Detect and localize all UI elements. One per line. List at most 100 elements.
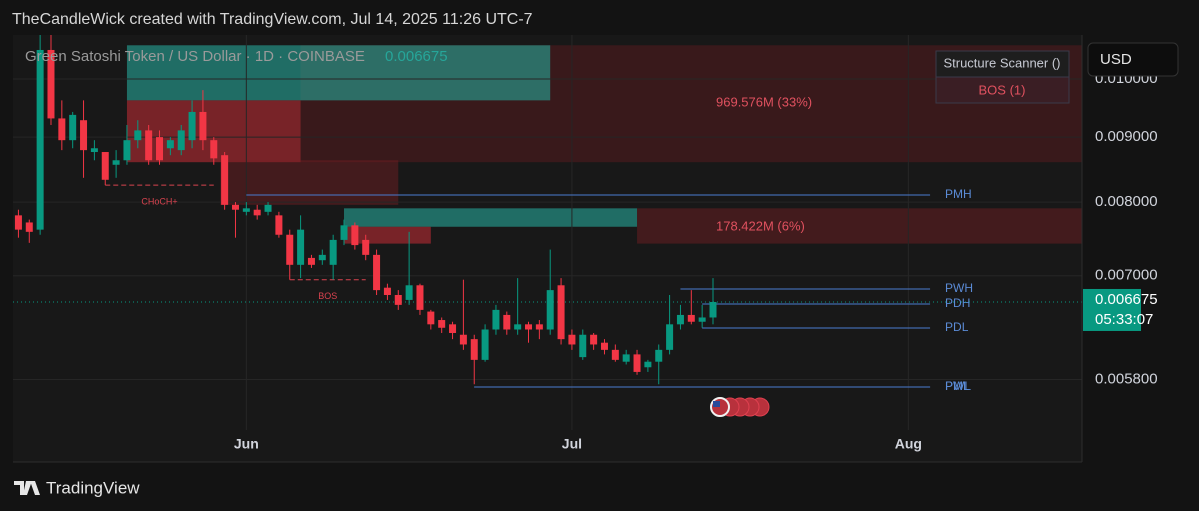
candle-body [557, 285, 565, 340]
candle-body [221, 155, 229, 205]
candle-body [611, 349, 619, 360]
candle-body [188, 111, 196, 141]
legend-price: 0.006675 [385, 48, 448, 65]
candle-body [329, 239, 337, 265]
indicator-box: Structure Scanner () BOS (1) [935, 50, 1070, 104]
candle-body [373, 254, 381, 291]
candle-body [199, 111, 207, 141]
candle-body [416, 285, 424, 310]
candle-body [307, 257, 315, 265]
candle-body [568, 334, 576, 345]
flag-canton [713, 401, 720, 407]
candle-body [709, 301, 717, 318]
candle-body [383, 287, 391, 295]
structure-label: CHoCH+ [141, 196, 177, 206]
candle-body [286, 234, 294, 265]
candles [14, 35, 717, 385]
candle-body [166, 140, 174, 149]
currency-box[interactable] [1087, 42, 1179, 77]
candle-body [579, 334, 587, 358]
level-label: PML [945, 379, 970, 393]
event-icons[interactable] [710, 397, 770, 417]
candle-body [231, 204, 239, 210]
level-label: PWL [945, 379, 971, 393]
candle-body [340, 225, 348, 240]
price-axis: 0.0058000.0070000.0080000.0090000.010000… [234, 70, 1158, 452]
candle-body [134, 130, 142, 141]
price-badge-value: 0.006675 [1095, 291, 1158, 308]
candle-body [687, 314, 695, 322]
candle-body [666, 324, 674, 350]
candle-body [351, 225, 359, 246]
indicator-status-box [935, 76, 1070, 104]
candle-body [644, 361, 652, 368]
currency-button[interactable]: USD [1087, 42, 1179, 77]
candle-body [546, 290, 554, 330]
zone [220, 160, 399, 205]
candle-body [264, 204, 272, 212]
candle-body [101, 152, 109, 180]
x-tick-label: Jul [562, 436, 582, 452]
candle-body [600, 342, 608, 350]
candle-body [590, 334, 598, 345]
candle-body [449, 324, 457, 333]
candle-body [14, 215, 22, 230]
candle-body [622, 354, 630, 362]
annotation: 178.422M (6%) [716, 218, 805, 233]
candle-body [655, 349, 663, 362]
candle-body [459, 334, 467, 345]
candle-body [481, 329, 489, 360]
candle-body [47, 49, 55, 119]
candle-body [145, 130, 153, 161]
candle-body [362, 239, 370, 255]
candle-body [470, 339, 478, 360]
candle-body [112, 160, 120, 165]
chart-title: Green Satoshi Token / US Dollar · 1D · C… [25, 48, 365, 65]
level-label: PDL [945, 320, 969, 334]
candle-body [525, 324, 533, 330]
countdown: 05:33:07 [1095, 311, 1153, 328]
candle-body [69, 114, 77, 141]
candle-body [438, 320, 446, 328]
y-tick-label: 0.007000 [1095, 267, 1158, 284]
candle-body [633, 354, 641, 372]
candle-body [492, 309, 500, 330]
indicator-name: Structure Scanner () [943, 55, 1060, 70]
candle-body [80, 120, 88, 151]
candle-body [242, 208, 250, 212]
structure-label: BOS [318, 291, 337, 301]
y-tick-label: 0.008000 [1095, 193, 1158, 210]
candle-body [210, 140, 218, 159]
zone [126, 45, 551, 101]
candle-body [394, 294, 402, 305]
zone [344, 208, 638, 227]
candle-body [405, 285, 413, 300]
y-tick-label: 0.009000 [1095, 128, 1158, 145]
y-tick-label: 0.005800 [1095, 370, 1158, 387]
candle-body [698, 317, 706, 322]
currency[interactable]: USD [1100, 51, 1132, 68]
candle-body [535, 324, 543, 330]
footer-logo: TradingView [14, 478, 140, 497]
candle-body [123, 140, 131, 161]
header: TheCandleWick created with TradingView.c… [12, 11, 533, 28]
level-label: PWH [945, 281, 973, 295]
candle-body [90, 148, 98, 153]
indicator-status: BOS (1) [979, 82, 1026, 97]
zone [637, 208, 1082, 244]
logo-mark [14, 481, 40, 495]
x-tick-label: Jun [234, 436, 259, 452]
footer: TradingView [46, 478, 140, 497]
level-label: PMH [945, 187, 972, 201]
grid [13, 35, 1082, 430]
candle-body [25, 222, 33, 232]
annotation: 969.576M (33%) [716, 94, 812, 109]
candle-body [297, 229, 305, 265]
candle-body [427, 311, 435, 325]
price-badge [1083, 288, 1141, 331]
level-label: PDH [945, 296, 970, 310]
candle-body [253, 209, 261, 216]
candle-body [503, 314, 511, 330]
